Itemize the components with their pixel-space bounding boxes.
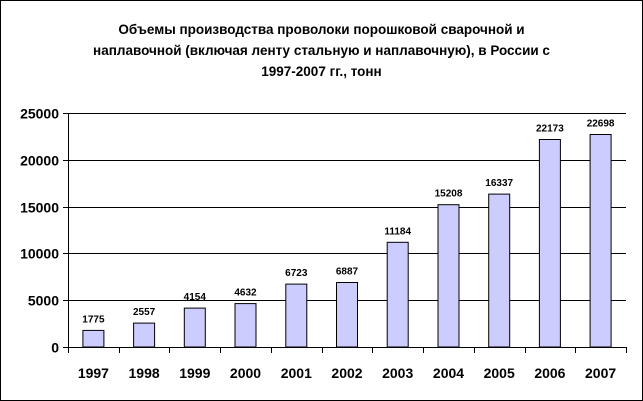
chart-title-line-1: Объемы производства проволоки порошковой… <box>118 22 525 37</box>
data-label: 4632 <box>234 288 257 299</box>
x-tick-label: 1999 <box>179 365 210 381</box>
x-tick-label: 2006 <box>534 365 565 381</box>
bar <box>82 329 105 348</box>
y-tick-label: 0 <box>51 340 59 356</box>
bar <box>285 283 308 348</box>
chart-title: Объемы производства проволоки порошковой… <box>41 19 602 82</box>
bar <box>133 322 156 348</box>
bar <box>386 241 409 348</box>
bar <box>437 204 460 348</box>
bar <box>183 307 206 348</box>
x-tick-label: 2004 <box>433 365 464 381</box>
data-label: 6887 <box>336 267 359 278</box>
y-tick-label: 5000 <box>28 293 59 309</box>
bar <box>234 303 257 348</box>
x-tick-label: 2000 <box>230 365 261 381</box>
x-tick-label: 2002 <box>331 365 362 381</box>
x-tick-label: 2007 <box>585 365 616 381</box>
x-tick-label: 1998 <box>129 365 160 381</box>
data-label: 22698 <box>587 119 615 130</box>
data-label: 11184 <box>384 226 411 237</box>
data-label: 22173 <box>536 124 564 135</box>
x-tick-label: 1997 <box>78 365 109 381</box>
x-tick-label: 2003 <box>382 365 413 381</box>
bar <box>538 139 561 348</box>
y-tick-label: 20000 <box>20 153 59 169</box>
data-label: 2557 <box>133 307 156 318</box>
y-tick-label: 10000 <box>20 246 59 262</box>
data-label: 4154 <box>184 292 207 303</box>
bar <box>336 282 358 348</box>
data-label: 16337 <box>485 178 513 189</box>
y-tick-label: 25000 <box>20 106 59 122</box>
data-label: 15208 <box>435 189 463 200</box>
chart-title-line-2: наплавочной (включая ленту стальную и на… <box>93 43 550 58</box>
y-tick-label: 15000 <box>20 200 59 216</box>
chart-title-line-3: 1997-2007 гг., тонн <box>261 64 382 79</box>
x-tick-label: 2001 <box>281 365 312 381</box>
bar <box>589 134 612 348</box>
x-tick-label: 2005 <box>484 365 515 381</box>
bar <box>488 193 511 348</box>
data-label: 1775 <box>82 314 105 325</box>
data-label: 6723 <box>285 268 308 279</box>
